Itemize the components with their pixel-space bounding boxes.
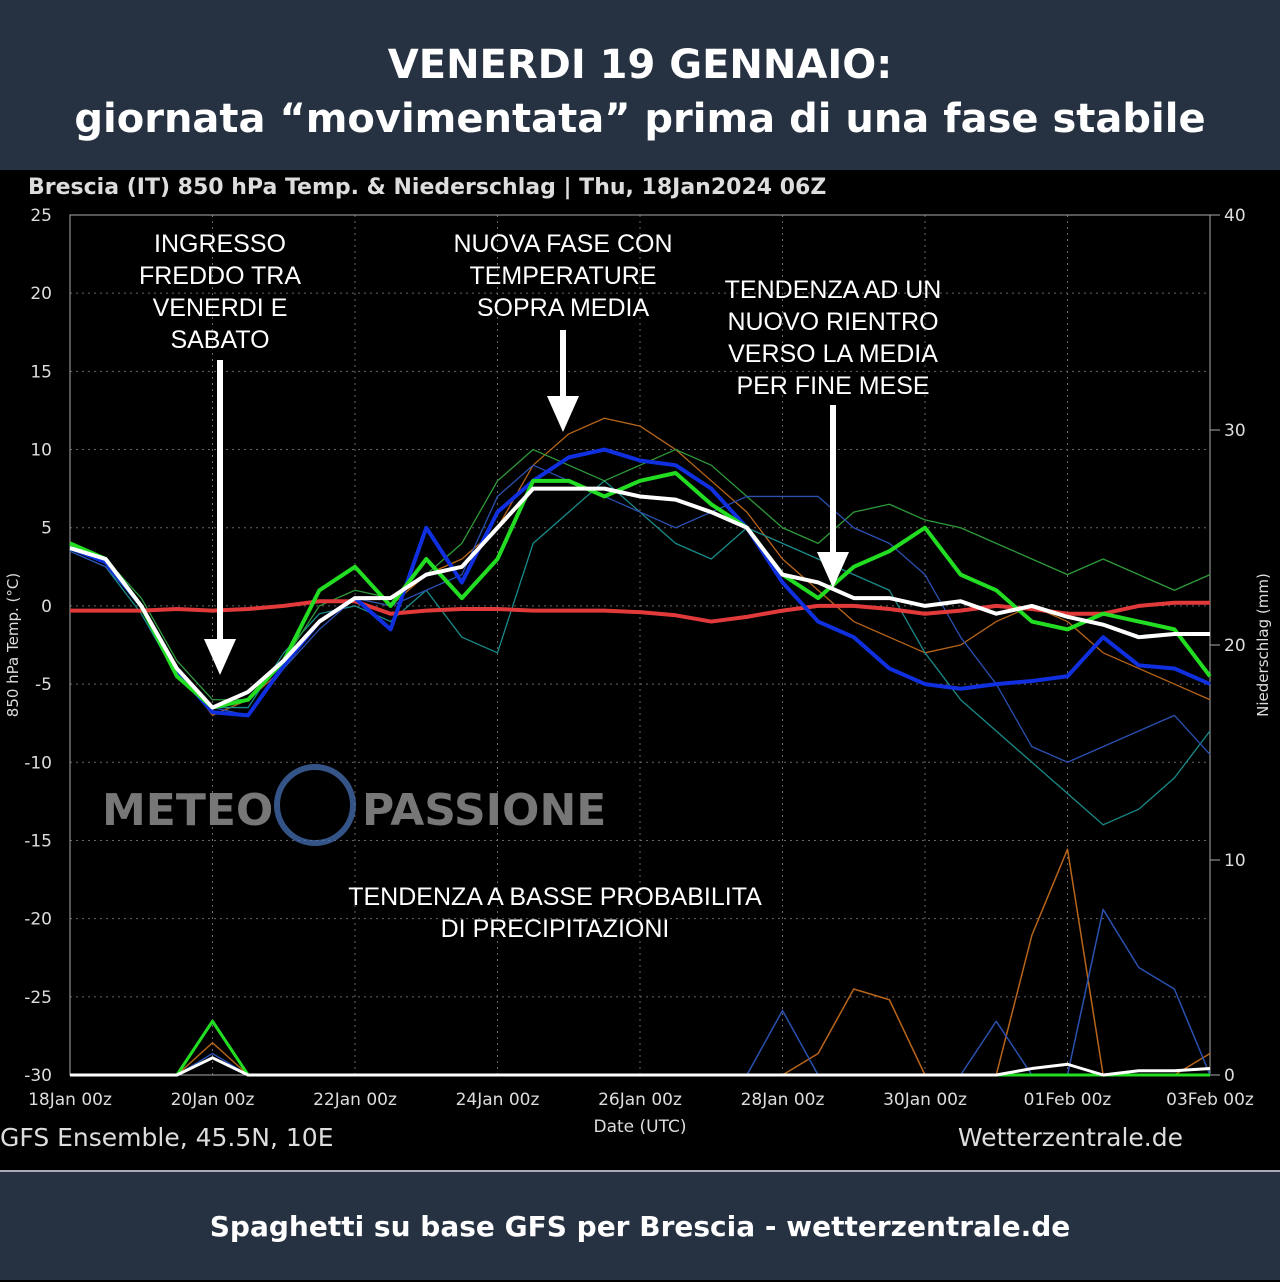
y-tick-label: 0	[41, 597, 52, 617]
x-tick-label: 20Jan 00z	[171, 1090, 255, 1110]
y-tick-label: 5	[41, 519, 52, 539]
annotation: VERSO LA MEDIA	[728, 340, 938, 368]
y-axis-label: 850 hPa Temp. (°C)	[4, 573, 22, 717]
y2-tick-label: 20	[1224, 636, 1246, 656]
source: Wetterzentrale.de	[958, 1123, 1183, 1152]
footer: Spaghetti su base GFS per Brescia - wett…	[0, 1170, 1280, 1280]
arrow-head	[817, 552, 849, 588]
arrow-head	[547, 396, 579, 432]
x-tick-label: 30Jan 00z	[883, 1090, 967, 1110]
y-tick-label: 20	[30, 284, 52, 304]
arrow-head	[204, 639, 236, 675]
precip-line	[70, 1056, 1211, 1077]
y-tick-label: -30	[24, 1066, 52, 1086]
annotation: FREDDO TRA	[139, 262, 301, 290]
y-tick-label: -15	[24, 831, 52, 851]
chart-title: Brescia (IT) 850 hPa Temp. & Niederschla…	[28, 175, 826, 200]
x-tick-label: 28Jan 00z	[741, 1090, 825, 1110]
annotation: SOPRA MEDIA	[477, 294, 650, 322]
watermark: PASSIONE	[362, 785, 606, 836]
header-title: giornata “movimentata” prima di una fase…	[74, 96, 1206, 142]
annotation: VENERDI E	[153, 294, 288, 322]
annotation: DI PRECIPITAZIONI	[441, 915, 670, 943]
y-tick-label: 15	[30, 362, 52, 382]
annotation: TENDENZA A BASSE PROBABILITA	[348, 883, 762, 911]
annotation: NUOVO RIENTRO	[727, 308, 938, 336]
x-axis-label: Date (UTC)	[593, 1117, 686, 1137]
y2-tick-label: 0	[1224, 1066, 1235, 1086]
y-tick-label: 25	[30, 206, 52, 226]
annotation: TENDENZA AD UN	[725, 276, 942, 304]
annotation: TEMPERATURE	[469, 262, 656, 290]
y2-tick-label: 10	[1224, 851, 1246, 871]
annotation: PER FINE MESE	[736, 372, 929, 400]
x-tick-label: 01Feb 00z	[1024, 1090, 1112, 1110]
y-tick-label: 10	[30, 441, 52, 461]
y-tick-label: -5	[35, 675, 52, 695]
y-tick-label: -25	[24, 988, 52, 1008]
x-tick-label: 18Jan 00z	[28, 1090, 112, 1110]
annotation: NUOVA FASE CON	[453, 230, 672, 258]
y-tick-label: -20	[24, 910, 52, 930]
y2-tick-label: 40	[1224, 206, 1246, 226]
header-title: VENERDI 19 GENNAIO:	[387, 42, 893, 88]
source: GFS Ensemble, 45.5N, 10E	[0, 1123, 333, 1152]
temp-line	[69, 447, 1211, 718]
header: VENERDI 19 GENNAIO: giornata “movimentat…	[0, 0, 1280, 170]
x-tick-label: 24Jan 00z	[456, 1090, 540, 1110]
x-tick-label: 26Jan 00z	[598, 1090, 682, 1110]
y-tick-label: -10	[24, 753, 52, 773]
x-tick-label: 22Jan 00z	[313, 1090, 397, 1110]
x-tick-label: 03Feb 00z	[1166, 1090, 1254, 1110]
annotation: SABATO	[170, 326, 269, 354]
watermark: METEO	[102, 785, 273, 836]
chart: Brescia (IT) 850 hPa Temp. & Niederschla…	[0, 170, 1280, 1170]
y2-tick-label: 30	[1224, 421, 1246, 441]
y2-axis-label: Niederschlag (mm)	[1254, 573, 1272, 717]
temp-line	[69, 486, 1210, 710]
footer-text: Spaghetti su base GFS per Brescia - wett…	[209, 1210, 1071, 1243]
temp-line	[69, 471, 1212, 710]
watermark-icon	[274, 764, 356, 846]
annotation: INGRESSO	[154, 230, 286, 258]
